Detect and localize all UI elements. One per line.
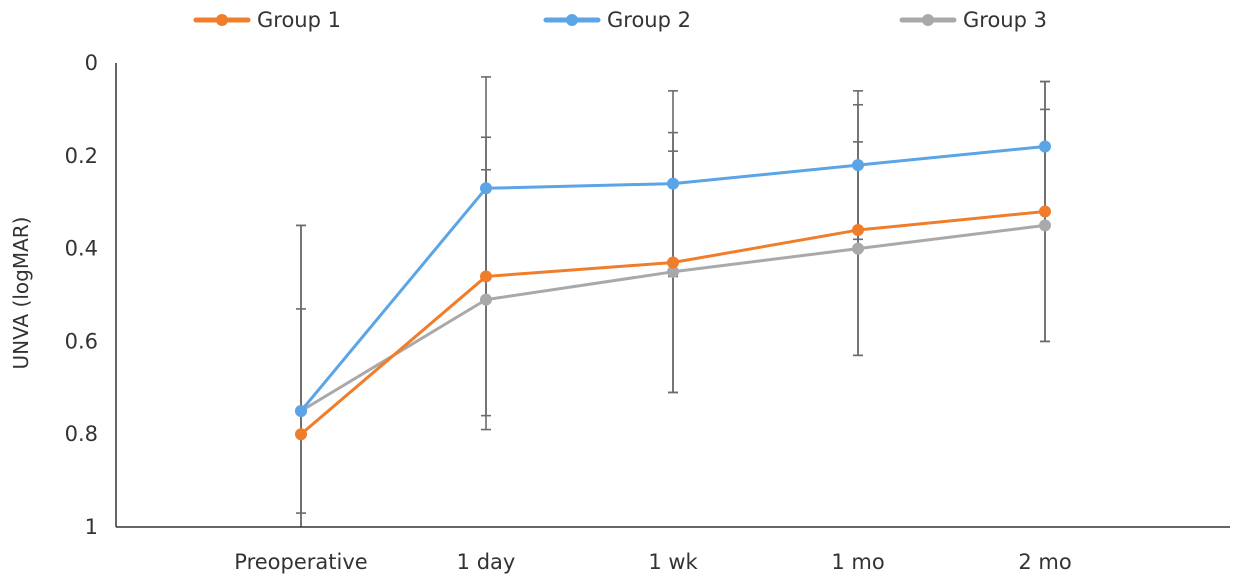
x-tick-label: Preoperative (234, 550, 367, 574)
data-point-group-1 (852, 224, 864, 237)
data-point-group-1 (667, 256, 679, 269)
y-tick-label: 0.8 (65, 422, 98, 446)
legend-swatch-marker (922, 14, 934, 26)
y-axis-ticks: 0 0.2 0.4 0.6 0.8 1 (65, 51, 98, 539)
data-point-group-1 (480, 270, 492, 283)
y-tick-label: 0.6 (65, 329, 98, 353)
data-point-group-3 (852, 242, 864, 255)
data-point-group-2 (480, 182, 492, 195)
data-point-group-3 (480, 293, 492, 306)
legend-item: Group 3 (899, 8, 1047, 32)
data-point-group-2 (667, 177, 679, 190)
data-point-group-1 (1039, 205, 1051, 218)
legend-label: Group 2 (607, 8, 691, 32)
legend: Group 1 Group 2 Group 3 (193, 8, 1047, 32)
data-point-group-3 (667, 265, 679, 278)
data-point-group-2 (852, 159, 864, 172)
y-axis-label: UNVA (logMAR) (9, 217, 33, 370)
x-tick-label: 1 day (457, 550, 516, 574)
error-bars (296, 76, 1050, 527)
series-points (295, 140, 1051, 441)
data-point-group-3 (1039, 219, 1051, 232)
legend-label: Group 1 (257, 8, 341, 32)
legend-label: Group 3 (963, 8, 1047, 32)
data-point-group-2 (1039, 140, 1051, 153)
legend-swatch-marker (216, 14, 228, 26)
legend-item: Group 1 (193, 8, 341, 32)
legend-swatch-marker (566, 14, 578, 26)
legend-item: Group 2 (543, 8, 691, 32)
x-tick-label: 1 mo (831, 550, 884, 574)
y-tick-label: 0.4 (65, 237, 98, 261)
y-tick-label: 0 (85, 51, 98, 75)
y-tick-label: 0.2 (65, 144, 98, 168)
x-tick-label: 1 wk (648, 550, 698, 574)
x-tick-label: 2 mo (1018, 550, 1071, 574)
x-axis-ticks: Preoperative 1 day 1 wk 1 mo 2 mo (234, 550, 1071, 574)
y-tick-label: 1 (85, 515, 98, 539)
data-point-group-1 (295, 428, 307, 441)
data-point-group-2 (295, 405, 307, 417)
